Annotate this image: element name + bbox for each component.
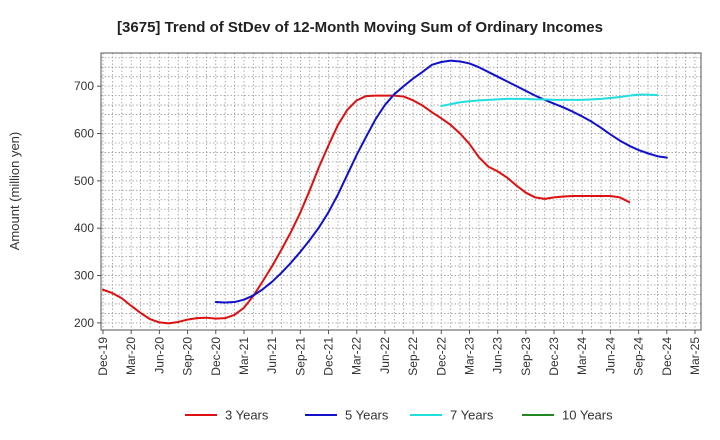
x-tick-label: Mar-24	[575, 337, 589, 375]
x-tick-label: Jun-21	[265, 337, 279, 374]
x-tick-label: Mar-20	[124, 337, 138, 375]
legend-label-10-years: 10 Years	[562, 408, 613, 423]
plot-border	[100, 52, 702, 331]
legend-label-3-years: 3 Years	[225, 408, 269, 423]
series-line-7-years	[440, 93, 659, 108]
series-line-3-years	[102, 94, 631, 325]
x-tick-label: Jun-22	[378, 337, 392, 374]
x-tick-label: Mar-23	[462, 337, 476, 375]
x-tick-label: Mar-25	[688, 337, 702, 375]
x-tick-label: Jun-23	[491, 337, 505, 374]
y-tick-label: 300	[74, 269, 94, 283]
x-tick-label: Dec-22	[434, 337, 448, 376]
series-layer	[102, 59, 668, 325]
legend-label-5-years: 5 Years	[345, 408, 389, 423]
x-tick-label: Dec-19	[96, 337, 110, 376]
y-tick-label: 200	[74, 316, 94, 330]
x-tick-label: Sep-24	[632, 337, 646, 376]
x-tick-label: Sep-21	[293, 337, 307, 376]
y-tick-label: 500	[74, 174, 94, 188]
x-tick-label: Sep-22	[406, 337, 420, 376]
series-line-5-years	[214, 59, 668, 304]
x-tick-label: Mar-21	[237, 337, 251, 375]
legend-label-7-years: 7 Years	[450, 408, 494, 423]
chart-title: [3675] Trend of StDev of 12-Month Moving…	[117, 19, 603, 36]
x-tick-label: Sep-20	[181, 337, 195, 376]
x-tick-label: Sep-23	[519, 337, 533, 376]
x-tick-label: Mar-22	[350, 337, 364, 375]
x-tick-label: Dec-23	[547, 337, 561, 376]
x-axis: Dec-19 Mar-20 Jun-20 Sep-20 Dec-20 Mar-21 Jun-…	[96, 330, 702, 376]
x-tick-label: Dec-20	[209, 337, 223, 376]
x-tick-label: Dec-24	[660, 337, 674, 376]
y-axis-label: Amount (million yen)	[7, 132, 22, 251]
x-tick-label: Dec-21	[322, 337, 336, 376]
legend: 3 Years 5 Years 7 Years 10 Years	[185, 408, 613, 423]
x-tick-label: Jun-20	[152, 337, 166, 374]
y-tick-label: 400	[74, 221, 94, 235]
y-axis: 200 300 400 500 600 700	[74, 79, 101, 330]
x-tick-label: Jun-24	[603, 337, 617, 374]
y-tick-label: 700	[74, 79, 94, 93]
plot-area	[101, 53, 701, 330]
y-tick-label: 600	[74, 126, 94, 140]
